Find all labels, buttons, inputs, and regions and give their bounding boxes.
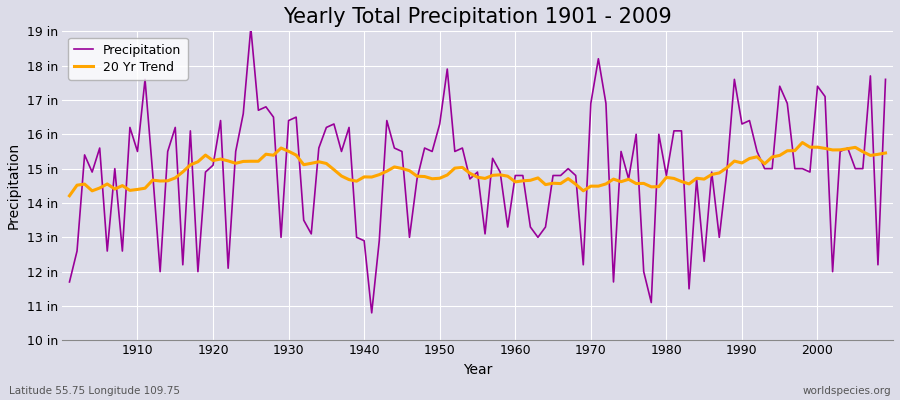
Line: 20 Yr Trend: 20 Yr Trend xyxy=(69,142,886,196)
Precipitation xyxy=(124,125,135,130)
Precipitation xyxy=(366,310,377,315)
Precipitation xyxy=(880,77,891,82)
Precipitation xyxy=(298,218,309,222)
Text: worldspecies.org: worldspecies.org xyxy=(803,386,891,396)
20 Yr Trend xyxy=(600,182,611,186)
Legend: Precipitation, 20 Yr Trend: Precipitation, 20 Yr Trend xyxy=(68,38,188,80)
Precipitation xyxy=(344,125,355,130)
Precipitation xyxy=(246,26,256,30)
20 Yr Trend xyxy=(64,193,75,198)
Precipitation xyxy=(64,280,75,284)
Precipitation xyxy=(525,225,535,230)
20 Yr Trend xyxy=(291,153,302,158)
X-axis label: Year: Year xyxy=(463,363,492,377)
20 Yr Trend xyxy=(124,188,135,193)
Line: Precipitation: Precipitation xyxy=(69,28,886,313)
Text: Latitude 55.75 Longitude 109.75: Latitude 55.75 Longitude 109.75 xyxy=(9,386,180,396)
20 Yr Trend xyxy=(510,180,521,184)
Y-axis label: Precipitation: Precipitation xyxy=(7,142,21,229)
20 Yr Trend xyxy=(880,151,891,156)
Title: Yearly Total Precipitation 1901 - 2009: Yearly Total Precipitation 1901 - 2009 xyxy=(284,7,672,27)
20 Yr Trend xyxy=(502,174,513,178)
Precipitation xyxy=(518,173,528,178)
20 Yr Trend xyxy=(797,140,808,145)
20 Yr Trend xyxy=(336,174,346,178)
Precipitation xyxy=(616,149,626,154)
